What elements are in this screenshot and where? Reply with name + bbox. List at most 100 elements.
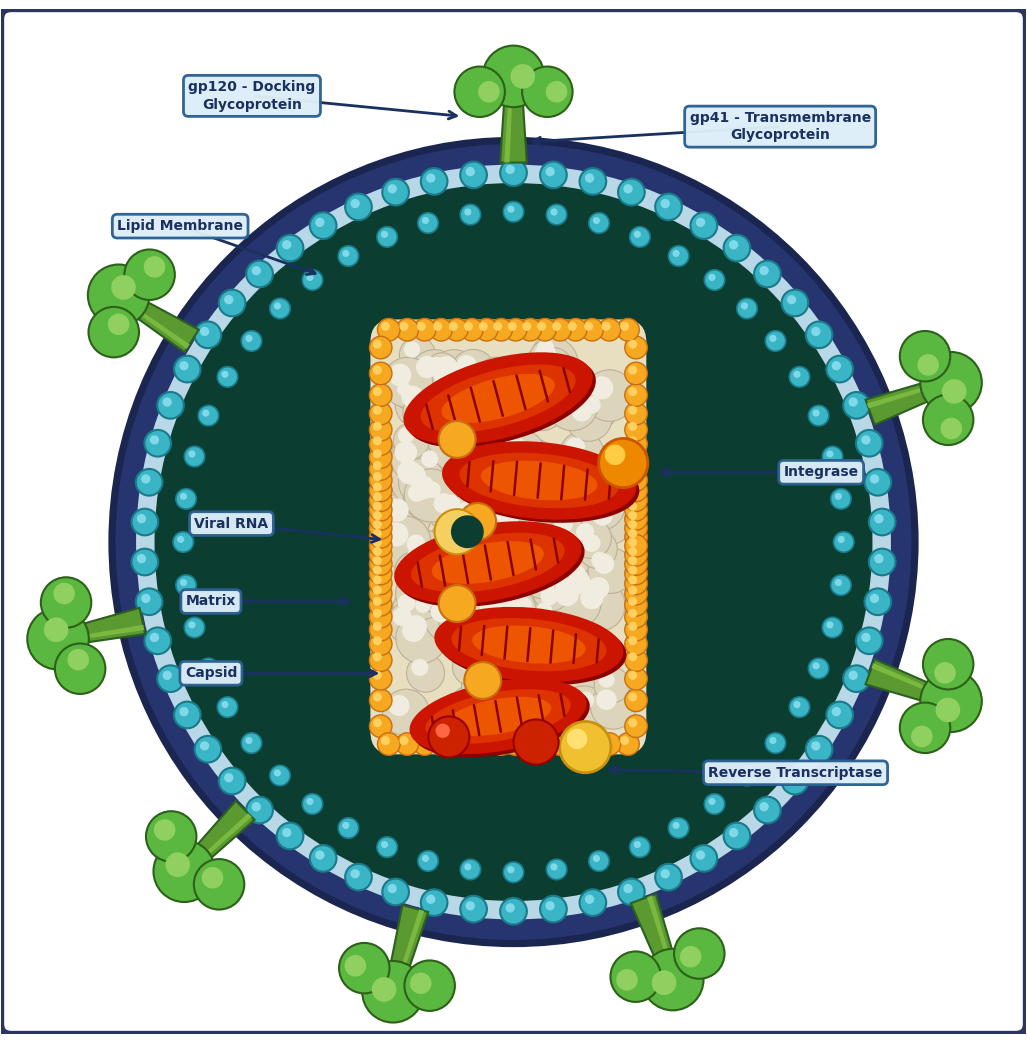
Circle shape [345,864,372,891]
Circle shape [568,322,577,331]
Circle shape [630,226,650,247]
Circle shape [447,573,478,603]
Circle shape [865,588,891,615]
Circle shape [543,491,565,513]
Circle shape [917,355,939,375]
Circle shape [855,430,882,457]
Circle shape [194,321,221,348]
Circle shape [400,557,417,575]
Circle shape [429,733,452,755]
Circle shape [457,653,473,670]
Circle shape [465,626,498,659]
Circle shape [546,204,567,225]
Circle shape [446,733,468,755]
Circle shape [520,370,566,417]
Circle shape [505,582,524,601]
Circle shape [504,522,535,552]
Circle shape [629,529,637,538]
Circle shape [345,955,367,976]
Circle shape [370,526,392,549]
Circle shape [629,556,637,565]
Circle shape [387,602,429,644]
Circle shape [460,859,481,879]
Circle shape [629,520,637,529]
Circle shape [629,340,637,348]
Circle shape [616,733,639,755]
Circle shape [370,633,392,655]
Circle shape [397,428,414,443]
Circle shape [540,162,567,189]
Circle shape [624,572,647,595]
Circle shape [108,314,129,335]
Circle shape [624,689,647,711]
Circle shape [370,582,392,605]
Circle shape [414,418,446,451]
Circle shape [451,515,484,549]
Circle shape [416,541,469,593]
Circle shape [219,768,245,795]
Circle shape [578,530,617,568]
Circle shape [629,450,637,458]
Circle shape [417,445,454,484]
Circle shape [397,595,415,612]
Polygon shape [390,905,428,970]
Circle shape [456,355,477,375]
Circle shape [508,525,523,539]
Circle shape [411,659,428,676]
Circle shape [923,394,974,445]
Circle shape [408,484,425,502]
Circle shape [869,509,896,535]
Circle shape [421,168,448,195]
Circle shape [404,480,442,518]
Circle shape [162,397,172,407]
Circle shape [370,649,392,672]
Circle shape [373,622,382,631]
Circle shape [200,742,210,751]
Ellipse shape [425,689,571,744]
Circle shape [370,508,392,530]
Circle shape [370,605,392,628]
Circle shape [587,462,610,485]
Circle shape [769,737,776,744]
Circle shape [508,628,529,649]
Circle shape [594,668,630,703]
Circle shape [373,597,382,606]
Circle shape [379,492,430,543]
Circle shape [429,549,465,584]
Text: Capsid: Capsid [185,666,237,680]
Circle shape [655,194,682,220]
Circle shape [200,326,210,336]
Circle shape [765,331,786,351]
Circle shape [629,622,637,631]
Circle shape [201,867,223,889]
Circle shape [629,406,637,415]
Circle shape [373,671,382,680]
Circle shape [548,318,571,341]
Circle shape [584,895,595,904]
Circle shape [387,185,397,193]
Circle shape [599,438,648,488]
Circle shape [403,545,438,581]
Circle shape [456,690,472,707]
Circle shape [514,686,561,733]
Circle shape [546,485,567,506]
Circle shape [418,851,439,871]
Circle shape [724,823,751,849]
Circle shape [418,422,432,437]
Circle shape [502,622,549,669]
Circle shape [500,483,515,498]
Circle shape [381,322,390,331]
Circle shape [485,696,499,710]
Ellipse shape [434,607,623,682]
Circle shape [464,736,473,745]
Circle shape [476,733,498,755]
Circle shape [588,213,609,234]
Circle shape [373,565,382,575]
Circle shape [519,692,540,713]
Circle shape [467,459,499,490]
Circle shape [370,668,392,690]
Circle shape [579,485,603,509]
Circle shape [395,380,445,429]
Circle shape [157,392,184,418]
Circle shape [534,502,551,519]
